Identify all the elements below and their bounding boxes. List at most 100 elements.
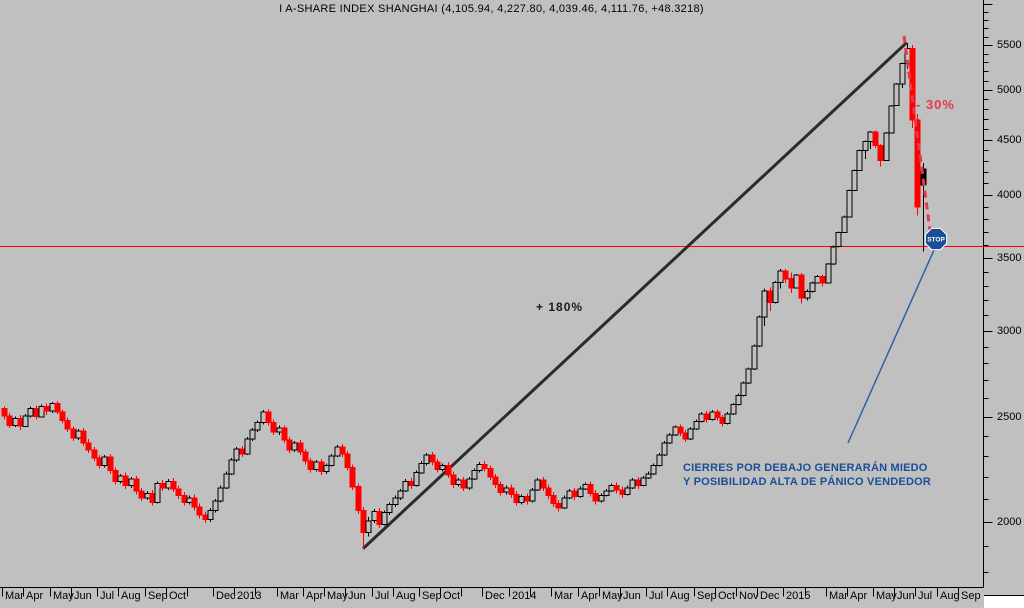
candle-body [439,464,446,471]
candle-body [101,456,108,466]
candle-body [730,404,737,415]
candle-body [429,454,436,463]
candle-body [212,500,219,511]
stop-sign[interactable]: STOP [924,227,948,251]
candle-body [17,418,24,427]
candle-body [249,429,256,440]
candle-body [598,495,605,502]
y-axis-label: 3000 [997,325,1022,337]
note-line-2: Y POSIBILIDAD ALTA DE PÁNICO VENDEDOR [683,476,931,488]
x-axis-label: Mar [554,590,573,602]
candle-body [782,270,789,280]
candle-body [265,411,272,423]
candle-body [349,467,356,488]
candle-body [682,432,689,440]
x-axis-label: Oct [718,590,736,602]
candle-body [877,144,884,161]
x-axis-label: Dec [760,590,780,602]
loss-annotation[interactable]: - 30% [916,97,955,112]
candle-body [85,442,92,451]
candle-body [635,479,642,487]
x-axis-label: May [602,590,623,602]
y-axis-label: 5000 [997,84,1022,96]
y-axis-label: 2000 [997,516,1022,528]
x-axis-label: Jun [897,590,915,602]
candle-body [276,427,283,433]
x-axis-label: Jul [375,590,390,602]
candle-body [661,442,668,456]
x-axis-label: Sep [148,590,168,602]
candle-body [80,430,87,444]
candle-body [365,520,372,534]
x-axis-label: Aug [940,590,960,602]
stop-octagon-icon [924,227,948,251]
candle-body [397,490,404,499]
candle-body [154,483,161,503]
x-axis-label: Oct [169,590,187,602]
candle-body [497,484,504,493]
candle-body [91,449,98,459]
candle-body [239,448,246,455]
candle-body [608,485,615,492]
candle-body [888,105,895,134]
candle-body [650,464,657,475]
candle-body [59,411,66,421]
note-annotation[interactable]: CIERRES POR DEBAJO GENERARÁN MIEDO Y POS… [683,461,931,489]
candle-body [254,421,261,431]
x-axis-label: May [876,590,897,602]
candle-body [761,290,768,318]
candle-body [339,446,346,455]
candle-body [307,460,314,471]
note-line-1: CIERRES POR DEBAJO GENERARÁN MIEDO [683,462,928,474]
candle-body [587,484,594,494]
candle-body [550,495,557,505]
candle-body [703,413,710,421]
uptrend-line[interactable] [362,41,908,550]
x-axis-label: Aug [121,590,141,602]
candle-body [402,480,409,492]
x-axis-label: Mar [829,590,848,602]
candle-body [592,492,599,502]
candle-body [175,488,182,496]
candle-body [376,510,383,525]
candle-body [555,502,562,509]
candle-body [851,170,858,191]
candle-body [144,492,151,499]
y-axis-label: 2500 [997,411,1022,423]
candle-body [740,382,747,397]
candle-body [508,487,515,495]
gain-annotation[interactable]: + 180% [536,300,584,314]
candle-body [809,282,816,293]
candle-body [434,461,441,471]
x-axis-label: Dec [485,590,505,602]
candle-body [355,486,362,511]
x-axis-label: May [53,590,74,602]
candle-body [313,461,320,471]
candle-body [677,426,684,434]
candle-body [360,509,367,534]
candle-body [693,421,700,430]
candle-body [856,150,863,171]
candle-body [830,246,837,265]
candle-body [381,512,388,525]
candle-body [745,368,752,384]
note-pointer-line[interactable] [847,249,935,444]
candle-body [207,509,214,521]
candle-body [165,480,172,489]
candle-body [867,131,874,143]
downtrend-dashed-line[interactable] [902,35,932,231]
stop-sign-label: STOP [927,237,945,244]
candle-body [159,483,166,489]
x-axis-label: Oct [443,590,461,602]
candle-body [835,232,842,248]
x-axis-label: Nov [739,590,759,602]
candle-body [291,442,298,451]
candle-body [814,276,821,284]
candle-body [545,487,552,496]
candle-body [534,479,541,491]
y-axis-label: 5500 [997,39,1022,51]
candle-body [260,411,267,423]
candle-body [846,190,853,218]
